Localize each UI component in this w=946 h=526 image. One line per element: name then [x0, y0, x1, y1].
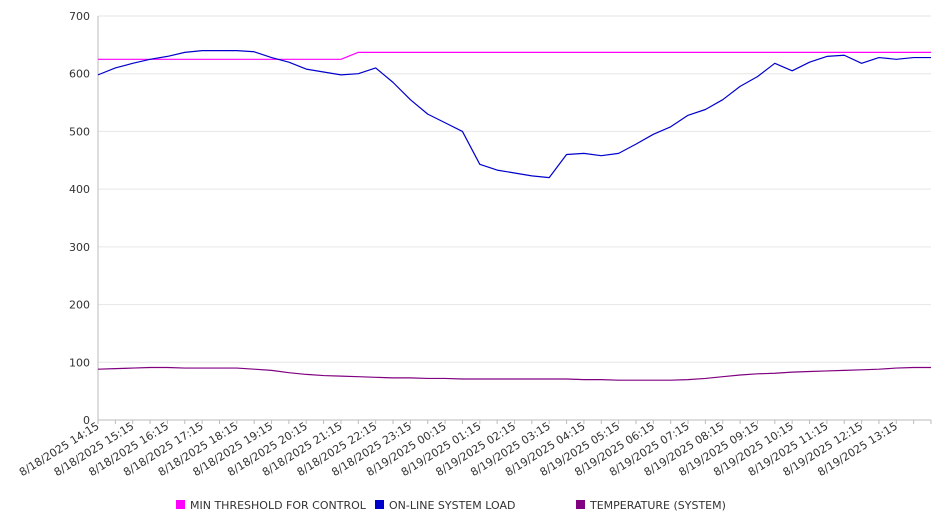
- legend-label: MIN THRESHOLD FOR CONTROL: [190, 499, 367, 512]
- legend: MIN THRESHOLD FOR CONTROL ON-LINE SYSTEM …: [176, 499, 726, 512]
- y-tick-label: 100: [69, 356, 90, 369]
- y-tick-label: 200: [69, 299, 90, 312]
- legend-swatch: [375, 500, 384, 509]
- legend-swatch: [176, 500, 185, 509]
- series-line-2: [97, 366, 931, 381]
- y-axis: 0 100 200 300 400 500 600 700: [69, 10, 99, 427]
- legend-swatch: [576, 500, 585, 509]
- y-tick-label: 600: [69, 68, 90, 81]
- legend-label: ON-LINE SYSTEM LOAD: [389, 499, 515, 512]
- y-tick-label: 700: [69, 10, 90, 23]
- series-lines: [97, 50, 931, 381]
- x-axis: 8/18/2025 14:158/18/2025 15:158/18/2025 …: [17, 420, 932, 479]
- y-tick-label: 400: [69, 183, 90, 196]
- y-tick-label: 300: [69, 241, 90, 254]
- gridlines: [98, 15, 931, 421]
- y-tick-label: 500: [69, 125, 90, 138]
- y-tick-label: 0: [83, 414, 90, 427]
- series-line-0: [98, 51, 931, 60]
- series-line-1: [97, 50, 931, 179]
- legend-label: TEMPERATURE (SYSTEM): [589, 499, 726, 512]
